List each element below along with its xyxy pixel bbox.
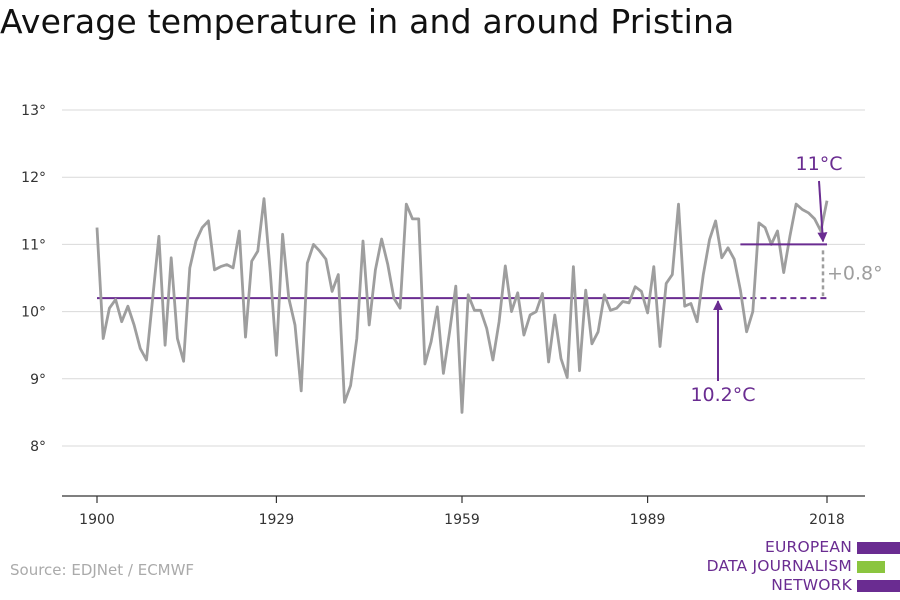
logo-line-2: DATA JOURNALISM (706, 557, 852, 575)
logo-bar-purple-2 (857, 580, 900, 592)
x-tick-label: 1929 (259, 512, 295, 528)
y-tick-label: 8° (30, 439, 46, 455)
y-tick-label: 11° (21, 237, 46, 253)
x-tick-label: 1959 (444, 512, 480, 528)
edjnet-logo: EUROPEAN DATA JOURNALISM NETWORK (700, 538, 900, 596)
recent-average-label: 11°C (796, 153, 843, 175)
y-tick-label: 9° (30, 372, 46, 388)
difference-label: +0.8° (827, 262, 883, 284)
logo-bar-green (857, 561, 885, 573)
x-tick-label: 1900 (79, 512, 115, 528)
x-tick-label: 2018 (809, 512, 845, 528)
chart-title: Average temperature in and around Pristi… (0, 2, 735, 41)
source-note: Source: EDJNet / ECMWF (10, 561, 195, 579)
temperature-series-line (95, 197, 829, 414)
logo-line-3: NETWORK (771, 576, 852, 594)
recent-average-arrow (817, 180, 828, 243)
y-tick-label: 12° (21, 170, 46, 186)
x-tick-label: 1989 (630, 512, 666, 528)
logo-bar-purple-1 (857, 542, 900, 554)
y-tick-label: 10° (21, 305, 46, 321)
y-tick-label: 13° (21, 103, 46, 119)
baseline-label: 10.2°C (690, 384, 755, 406)
logo-line-1: EUROPEAN (764, 538, 852, 556)
